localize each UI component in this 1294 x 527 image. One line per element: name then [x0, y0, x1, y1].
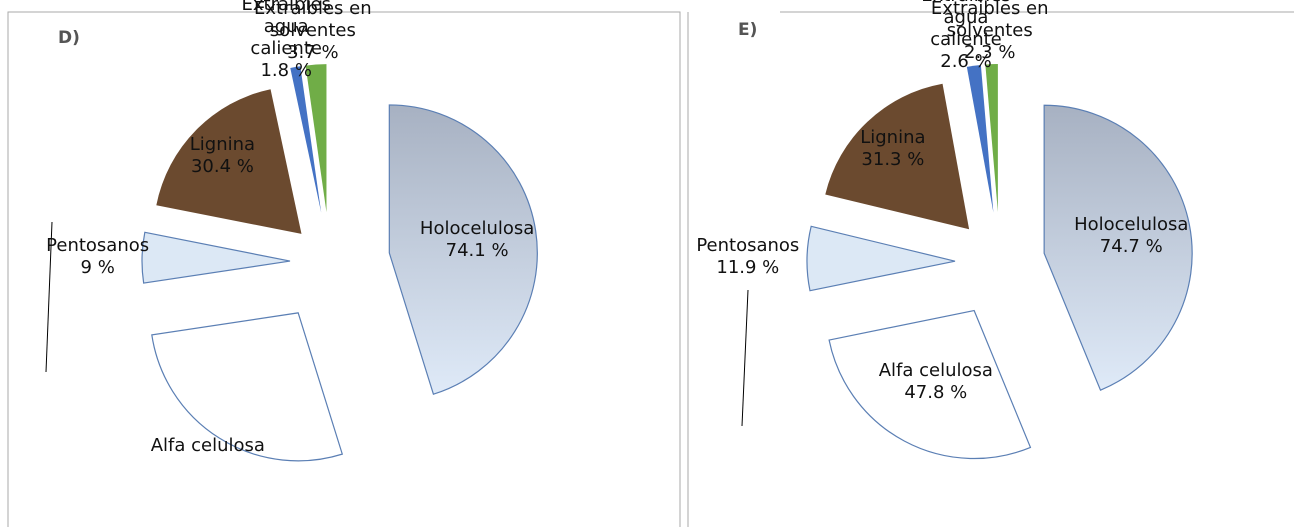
pie-slice — [825, 83, 970, 230]
category-label: Extraibles en solventes — [930, 0, 1049, 41]
category-label: Lignina — [860, 126, 926, 148]
data-label: Extraíbles agua caliente 1.8 % — [226, 0, 346, 82]
data-label: Alfa celulosa 47.8 % — [876, 360, 996, 404]
data-label: Pentosanos 11.9 % — [688, 235, 808, 279]
category-label: Holocelulosa — [419, 217, 535, 239]
pie-slice — [806, 225, 956, 292]
category-label: Alfa celulosa — [150, 435, 265, 457]
value-label: 74.1 % — [445, 239, 509, 261]
leader-line — [45, 221, 53, 373]
leader-line — [741, 289, 749, 427]
data-label: Lignina 31.3 % — [833, 127, 953, 171]
data-label: Pentosanos 9 % — [38, 235, 158, 279]
category-label: Extraibles agua caliente — [921, 0, 1010, 51]
category-label: Lignina — [189, 134, 256, 156]
value-label: 3.7 % — [287, 42, 339, 64]
panel-border — [7, 11, 681, 527]
category-label: Extraíbles agua caliente — [241, 0, 331, 60]
category-label: Alfa celulosa — [878, 360, 993, 382]
value-label: 47.8 % — [904, 382, 968, 404]
pie-slice — [828, 309, 1032, 460]
value-label: 9 % — [80, 256, 115, 278]
value-label: 2.3 % — [964, 41, 1016, 63]
data-label: Extraíbles en solventes 3.7 % — [253, 0, 373, 64]
value-label: 30.4 % — [190, 156, 254, 178]
category-label: Pentosanos — [696, 235, 800, 257]
value-label: 11.9 % — [716, 257, 780, 279]
pie-slice — [290, 66, 322, 213]
data-label: Alfa celulosa — [148, 435, 268, 457]
data-label: Holocelulosa 74.1 % — [417, 218, 537, 262]
category-label: Holocelulosa — [1074, 214, 1189, 236]
value-label: 2.6 % — [940, 51, 992, 73]
panel-title: D) — [58, 28, 80, 48]
pie-slice — [151, 312, 344, 462]
pie-slice — [388, 104, 538, 395]
category-label: Extraíbles en solventes — [254, 0, 372, 42]
data-label: Lignina 30.4 % — [162, 134, 282, 178]
pie-slice — [305, 64, 327, 213]
value-label: 31.3 % — [861, 148, 925, 170]
value-label: 74.7 % — [1099, 236, 1163, 258]
pie-slice — [985, 64, 998, 213]
value-label: 1.8 % — [260, 60, 312, 82]
data-label: Extraibles en solventes 2.3 % — [930, 0, 1050, 64]
category-label: Pentosanos — [46, 234, 150, 256]
panel-title: E) — [738, 20, 758, 40]
pie-slice — [1043, 104, 1193, 391]
data-label: Holocelulosa 74.7 % — [1071, 214, 1191, 258]
pie-slice — [156, 89, 302, 234]
pie-slice — [141, 231, 291, 284]
pie-slice — [966, 64, 994, 213]
